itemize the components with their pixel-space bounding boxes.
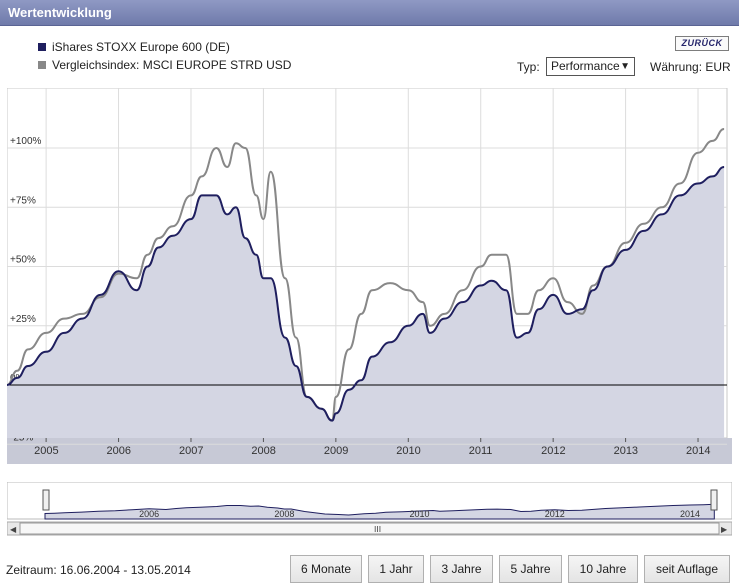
navigator-tick-label: 2014 [680,509,700,519]
fund-series-line [7,166,725,422]
legend-label-index: Vergleichsindex: MSCI EUROPE STRD USD [52,58,292,72]
range-1-year-button[interactable]: 1 Jahr [368,555,424,583]
y-tick-label: +25% [10,314,36,325]
title-bar: Wertentwicklung [0,0,739,26]
range-since-inception-button[interactable]: seit Auflage [644,555,730,583]
range-6-months-button[interactable]: 6 Monate [290,555,362,583]
type-select-value: Performance [551,59,620,73]
x-tick-label: 2009 [324,445,348,457]
x-tick-label: 2010 [396,445,420,457]
legend-swatch-index [38,61,46,69]
scroll-left-arrow-icon: ◀ [10,525,17,534]
legend-label-fund: iShares STOXX Europe 600 (DE) [52,40,230,54]
scroll-right-arrow-icon: ▶ [721,525,728,534]
period-label: Zeitraum: 16.06.2004 - 13.05.2014 [6,563,191,577]
page-title: Wertentwicklung [8,5,112,20]
type-select[interactable]: Performance ▼ [546,57,635,76]
navigator-series [44,503,715,520]
back-button[interactable]: ZURÜCK [675,36,729,51]
type-label: Typ: [517,60,540,74]
y-tick-label: +75% [10,195,36,206]
y-tick-label: +50% [10,255,36,266]
range-5-years-button[interactable]: 5 Jahre [499,555,562,583]
x-tick-label: 2012 [541,445,565,457]
x-tick-label: 2005 [34,445,58,457]
range-3-years-button[interactable]: 3 Jahre [430,555,493,583]
navigator-tick-label: 2008 [274,509,294,519]
legend-item-index: Vergleichsindex: MSCI EUROPE STRD USD [38,56,291,74]
navigator-handle-right [710,489,718,511]
navigator-handle-left [42,489,50,511]
x-tick-label: 2007 [179,445,203,457]
performance-chart: -25%0%+25%+50%+75%+100%20052006200720082… [7,88,732,464]
currency-label: Währung: EUR [650,60,731,74]
index-series-line [7,128,725,422]
x-axis-band [7,438,732,464]
navigator-tick-label: 2012 [545,509,565,519]
fund-area [7,167,725,438]
navigator-scroll-thumb [19,522,720,535]
x-tick-label: 2008 [251,445,275,457]
navigator-tick-label: 2006 [139,509,159,519]
navigator-tick-label: 2010 [410,509,430,519]
scroll-grip-icon: III [374,525,381,534]
legend: iShares STOXX Europe 600 (DE) Vergleichs… [38,38,291,74]
legend-item-fund: iShares STOXX Europe 600 (DE) [38,38,291,56]
range-10-years-button[interactable]: 10 Jahre [568,555,638,583]
y-tick-label: +100% [10,136,42,147]
legend-swatch-fund [38,43,46,51]
x-tick-label: 2006 [107,445,131,457]
time-navigator[interactable]: 2006 2008 2010 2012 2014 ◀ ▶ III [7,482,732,536]
x-tick-label: 2011 [469,445,493,457]
dropdown-arrow-icon: ▼ [620,61,630,72]
x-tick-label: 2013 [614,445,638,457]
x-tick-label: 2014 [686,445,710,457]
